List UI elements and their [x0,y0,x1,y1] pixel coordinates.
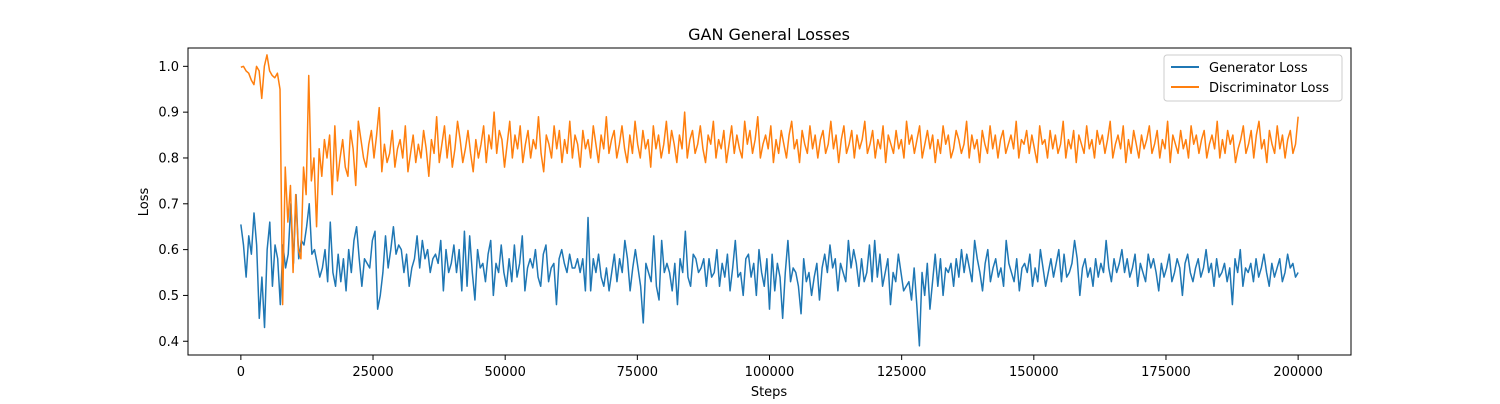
y-tick-label: 0.5 [158,289,179,304]
x-tick-label: 0 [237,365,245,380]
x-axis-ticks: 0 25000 50000 75000 100000 125000 150000 175000… [237,355,1323,380]
y-tick-label: 0.6 [158,243,179,258]
legend-box [1163,54,1343,102]
y-tick-label: 0.9 [158,106,179,121]
x-tick-label: 150000 [1009,365,1059,380]
legend: Generator Loss Discriminator Loss [1163,54,1343,102]
y-axis-label: Loss [137,188,152,217]
x-tick-label: 175000 [1141,365,1191,380]
x-axis-label: Steps [751,385,788,400]
y-tick-label: 1.0 [158,60,179,75]
x-tick-label: 75000 [617,365,658,380]
legend-label-generator: Generator Loss [1209,61,1308,76]
y-tick-label: 0.7 [158,197,179,212]
plot-series [240,54,1299,347]
x-tick-label: 100000 [745,365,795,380]
y-tick-label: 0.8 [158,151,179,166]
y-tick-label: 0.4 [158,335,179,350]
x-tick-label: 50000 [485,365,526,380]
x-tick-label: 25000 [352,365,393,380]
chart-title: GAN General Losses [688,25,850,44]
generator-loss-line [240,193,1299,347]
legend-label-discriminator: Discriminator Loss [1209,81,1329,96]
y-axis-ticks: 0.4 0.5 0.6 0.7 0.8 0.9 1.0 [158,60,188,350]
x-tick-label: 200000 [1273,365,1323,380]
discriminator-loss-line [240,54,1299,306]
x-tick-label: 125000 [877,365,927,380]
